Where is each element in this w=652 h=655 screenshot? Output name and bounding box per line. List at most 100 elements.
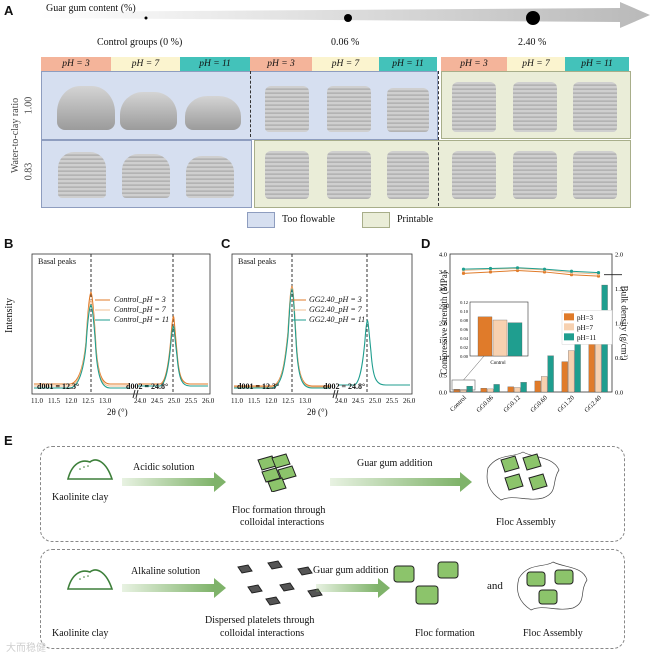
inset-tick-label: 0.08 xyxy=(460,318,469,323)
x-tick-label: GG0.60 xyxy=(529,394,549,414)
tick-b: 25.0 xyxy=(168,397,181,405)
legend-label: pH=3 xyxy=(577,314,594,322)
bar xyxy=(574,340,581,393)
y-tick-label: 0.5 xyxy=(439,372,447,379)
specimen-photo xyxy=(185,96,241,130)
x-tick-label: Control xyxy=(449,394,468,413)
bar xyxy=(453,389,460,393)
legend-swatch-flowable xyxy=(247,212,275,228)
tick-c: 25.5 xyxy=(386,397,399,405)
inset-tick-label: 0.06 xyxy=(460,327,469,332)
ph-header: pH = 3 xyxy=(441,57,507,71)
ph-header: pH = 7 xyxy=(507,57,565,71)
tick-c: 26.0 xyxy=(403,397,416,405)
y-tick-label: 3.0 xyxy=(439,286,447,293)
bar xyxy=(547,355,554,393)
legend-swatch-printable xyxy=(362,212,390,228)
specimen-photo xyxy=(327,86,371,132)
tick-b: 11.5 xyxy=(48,397,60,405)
floc-assembly-icon xyxy=(517,561,588,611)
bar xyxy=(460,389,467,393)
legend-flowable: Too flowable xyxy=(282,214,335,225)
specimen-photo xyxy=(327,151,371,199)
group-240: 2.40 % xyxy=(518,37,547,48)
panel-label-b: B xyxy=(4,236,14,251)
inset-tick-label: 0.10 xyxy=(460,309,469,314)
bar xyxy=(507,386,514,393)
density-point xyxy=(569,269,574,273)
tick-c: 11.0 xyxy=(231,397,243,405)
ph-header: pH = 11 xyxy=(565,57,629,71)
clay-icon xyxy=(66,569,114,590)
guar-gum-axis-title: Guar gum content (%) xyxy=(46,3,136,14)
y-tick-label: 2.0 xyxy=(439,321,447,328)
tick-c: 11.5 xyxy=(248,397,260,405)
density-point xyxy=(488,270,493,274)
dispersed-platelets-icon xyxy=(237,560,323,606)
y2-tick-label: 0.5 xyxy=(615,355,623,362)
y2-tick-label: 1.0 xyxy=(615,321,623,328)
tick-b: 26.0 xyxy=(202,397,215,405)
arrow-right-icon xyxy=(122,472,226,492)
row-label-083: 0.83 xyxy=(23,162,35,181)
y-tick-label: 4.0 xyxy=(439,252,447,259)
legend-swatch xyxy=(564,323,574,331)
density-line xyxy=(463,270,599,277)
panel-label-e: E xyxy=(4,433,13,448)
inset-bar xyxy=(477,316,493,357)
specimen-photo xyxy=(122,154,170,198)
specimen-photo xyxy=(265,151,309,199)
specimen-photo xyxy=(387,151,429,199)
bar xyxy=(493,384,500,393)
y-tick-label: 2.5 xyxy=(439,303,447,310)
dose-dot-small xyxy=(144,16,148,20)
xrd-plot-c xyxy=(231,253,413,399)
xrd-plot-b xyxy=(31,253,211,399)
corner-label-b: Basal peaks xyxy=(38,257,76,266)
specimen-photo xyxy=(573,82,617,132)
ylabel-intensity: Intensity xyxy=(4,298,15,333)
inset-tick-label: 0.12 xyxy=(460,300,468,305)
watermark: 大而稳健 xyxy=(6,643,46,654)
bar xyxy=(568,350,575,393)
legend-b: Control_pH = 3 xyxy=(114,295,166,304)
legend-b: Control_pH = 11 xyxy=(114,315,170,324)
specimen-photo xyxy=(387,88,429,132)
specimen-photo xyxy=(120,92,177,130)
panel-label-d: D xyxy=(421,236,431,251)
compressive-strength-chart: 0.0 0.5 1.0 1.5 2.0 2.5 3.0 3.5 4.0 0.0 0.5 1.0 1.5 2… xyxy=(439,252,623,415)
ph-header: pH = 3 xyxy=(41,57,111,71)
specimen-photo xyxy=(265,86,309,132)
tick-c: 12.0 xyxy=(265,397,278,405)
specimen-photo xyxy=(513,82,557,132)
tick-c: 25.0 xyxy=(369,397,382,405)
legend-c: GG2.40_pH = 7 xyxy=(309,305,362,314)
specimen-photo xyxy=(186,156,234,198)
dose-dot-large xyxy=(526,11,540,25)
photo-row-083-printable xyxy=(254,140,631,208)
x-tick-label: GG1.20 xyxy=(556,394,576,414)
tick-c: 24.5 xyxy=(352,397,365,405)
legend-swatch xyxy=(564,313,574,321)
tick-b: 12.0 xyxy=(65,397,78,405)
inset-tick-label: 0.04 xyxy=(460,336,469,341)
xlabel-c: 2θ (°) xyxy=(307,407,328,417)
bar xyxy=(520,382,527,393)
x-tick-label: GG0.12 xyxy=(502,394,522,414)
ph-header: pH = 11 xyxy=(379,57,437,71)
floc-icon xyxy=(257,453,297,492)
panel-label-a: A xyxy=(4,3,14,18)
x-tick-label: GG2.40 xyxy=(583,394,603,414)
specimen-photo xyxy=(452,151,496,199)
legend-c: GG2.40_pH = 11 xyxy=(309,315,366,324)
y-tick-label: 3.5 xyxy=(439,269,447,276)
inset-tick-label: 0.00 xyxy=(460,354,469,359)
row1-start: Kaolinite clay xyxy=(52,492,109,503)
bar xyxy=(514,387,521,393)
peak-label-c: d002 = 24.8° xyxy=(323,382,366,391)
tick-b: 11.0 xyxy=(31,397,43,405)
density-point xyxy=(488,266,493,271)
y-tick-label: 1.0 xyxy=(439,355,447,362)
clay-icon xyxy=(66,459,114,480)
